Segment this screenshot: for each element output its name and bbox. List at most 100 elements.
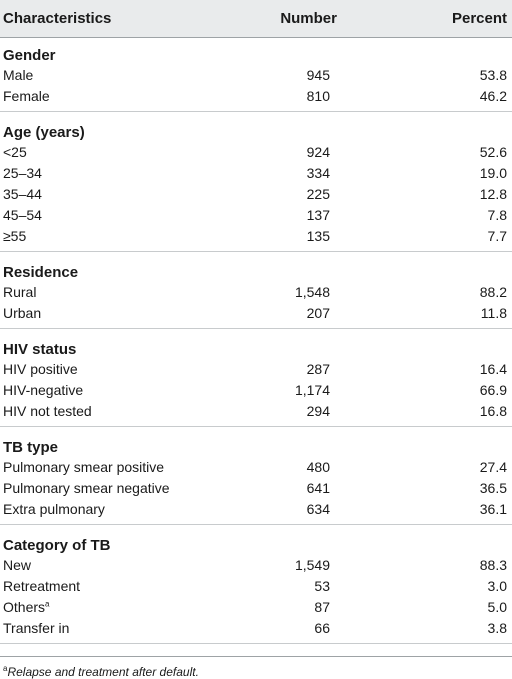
section-title: TB type <box>3 439 59 456</box>
table-row: Female 810 46.2 <box>0 85 512 106</box>
row-percent: 11.8 <box>480 304 507 321</box>
table-row: <25 924 52.6 <box>0 141 512 162</box>
row-label-text: HIV not tested <box>3 402 92 419</box>
row-label: Othersa <box>0 599 240 615</box>
row-label-text: Transfer in <box>3 619 70 636</box>
table-row: Urban 207 11.8 <box>0 302 512 323</box>
section-title: Age (years) <box>3 124 85 141</box>
row-percent: 53.8 <box>479 66 507 83</box>
table-section: Age (years) <25 924 52.6 25–34 334 19.0 35–44 22… <box>0 112 512 252</box>
table-row: Pulmonary smear negative 641 36.5 <box>0 477 512 498</box>
row-number: 334 <box>306 164 330 181</box>
table-row: Rural 1,548 88.2 <box>0 281 512 302</box>
row-label-text: HIV-negative <box>3 381 84 398</box>
row-percent: 12.8 <box>479 185 507 202</box>
row-number: 924 <box>306 143 330 160</box>
row-label: New <box>0 557 240 573</box>
table-section: HIV status HIV positive 287 16.4 HIV-negativ… <box>0 329 512 427</box>
row-number: 1,174 <box>294 381 330 398</box>
row-percent: 16.8 <box>479 402 507 419</box>
table-row: 35–44 225 12.8 <box>0 183 512 204</box>
row-label: HIV positive <box>0 361 240 377</box>
row-percent: 52.6 <box>479 143 507 160</box>
row-number: 1,548 <box>294 283 330 300</box>
table-header: Characteristics Number Percent <box>0 0 512 38</box>
row-number: 207 <box>306 304 330 321</box>
row-number: 87 <box>314 598 330 615</box>
table-row: Male 945 53.8 <box>0 64 512 85</box>
row-percent: 36.1 <box>479 500 507 517</box>
table-row: HIV not tested 294 16.8 <box>0 400 512 421</box>
header-percent: Percent <box>451 10 507 27</box>
row-label-text: <25 <box>3 143 27 160</box>
row-number: 1,549 <box>294 556 330 573</box>
table-row: New 1,549 88.3 <box>0 554 512 575</box>
row-label-text: 35–44 <box>3 185 42 202</box>
row-label-sup: a <box>45 598 50 608</box>
row-percent: 5.0 <box>487 598 507 615</box>
row-number: 641 <box>306 479 330 496</box>
table-row: Retreatment 53 3.0 <box>0 575 512 596</box>
table-row: HIV-negative 1,174 66.9 <box>0 379 512 400</box>
row-label: Male <box>0 67 240 83</box>
row-number: 135 <box>306 227 330 244</box>
footnote-text: Relapse and treatment after default. <box>7 665 199 679</box>
row-label-text: Rural <box>3 283 37 300</box>
row-label: Female <box>0 88 240 104</box>
row-number: 480 <box>306 458 330 475</box>
table-row: Extra pulmonary 634 36.1 <box>0 498 512 519</box>
row-label-text: Pulmonary smear positive <box>3 458 165 475</box>
row-label-text: ≥55 <box>3 227 27 244</box>
table-row: ≥55 135 7.7 <box>0 225 512 246</box>
section-title: HIV status <box>3 341 77 358</box>
row-percent: 88.2 <box>479 283 507 300</box>
row-percent: 88.3 <box>479 556 507 573</box>
table-row: 25–34 334 19.0 <box>0 162 512 183</box>
row-percent: 3.8 <box>487 619 507 636</box>
section-title: Residence <box>3 264 79 281</box>
row-label-text: Female <box>3 87 50 104</box>
row-number: 810 <box>306 87 330 104</box>
row-label: Transfer in <box>0 620 240 636</box>
row-percent: 46.2 <box>479 87 507 104</box>
row-number: 294 <box>306 402 330 419</box>
row-label-text: Retreatment <box>3 577 81 594</box>
row-label-text: Urban <box>3 304 42 321</box>
table-row: 45–54 137 7.8 <box>0 204 512 225</box>
row-label: 45–54 <box>0 207 240 223</box>
row-label: Retreatment <box>0 578 240 594</box>
row-number: 66 <box>314 619 330 636</box>
row-label-text: 25–34 <box>3 164 42 181</box>
row-percent: 19.0 <box>479 164 507 181</box>
row-label-text: HIV positive <box>3 360 78 377</box>
row-label-text: Extra pulmonary <box>3 500 105 517</box>
table-section: TB type Pulmonary smear positive 480 27.4 Pu… <box>0 427 512 525</box>
row-label: HIV-negative <box>0 382 240 398</box>
table-row: Othersa 87 5.0 <box>0 596 512 617</box>
section-title: Gender <box>3 47 56 64</box>
header-number: Number <box>280 10 337 27</box>
row-number: 287 <box>306 360 330 377</box>
row-label-text: New <box>3 556 32 573</box>
row-percent: 16.4 <box>479 360 507 377</box>
row-label: Urban <box>0 305 240 321</box>
row-percent: 66.9 <box>479 381 507 398</box>
row-percent: 7.8 <box>487 206 507 223</box>
row-percent: 27.4 <box>479 458 507 475</box>
table-body: Gender Male 945 53.8 Female 810 46.2 Age (years… <box>0 38 512 644</box>
header-characteristics: Characteristics <box>3 10 112 27</box>
row-number: 634 <box>306 500 330 517</box>
row-label-text: Male <box>3 66 34 83</box>
table-row: Transfer in 66 3.8 <box>0 617 512 638</box>
row-label-text: 45–54 <box>3 206 42 223</box>
table-section: Residence Rural 1,548 88.2 Urban 207 11.8 <box>0 252 512 329</box>
row-label: 35–44 <box>0 186 240 202</box>
row-label-text: Pulmonary smear negative <box>3 479 170 496</box>
table-section: Gender Male 945 53.8 Female 810 46.2 <box>0 38 512 112</box>
row-label: HIV not tested <box>0 403 240 419</box>
row-label: ≥55 <box>0 228 240 244</box>
table-row: HIV positive 287 16.4 <box>0 358 512 379</box>
table-footnote: aRelapse and treatment after default. <box>0 656 512 679</box>
row-label: <25 <box>0 144 240 160</box>
